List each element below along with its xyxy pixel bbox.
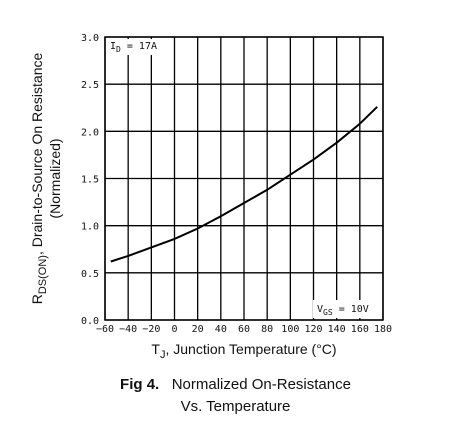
y-axis-label-rest: , Drain-to-Source On Resistance [29, 53, 45, 256]
x-axis-label: TJ, Junction Temperature (°C) [151, 341, 336, 361]
x-tick-label: 40 [215, 324, 227, 335]
y-tick-label: 0.5 [81, 269, 99, 280]
id-sub: D [116, 45, 121, 54]
x-tick-label: −40 [119, 324, 137, 335]
x-axis-label-sub: J [160, 349, 166, 361]
id-main: I [110, 41, 116, 52]
y-axis-label-sub: DS(ON) [37, 255, 49, 294]
plot-frame [104, 36, 384, 321]
figure-caption-line2: Vs. Temperature [180, 398, 291, 415]
x-tick-label: 60 [238, 324, 250, 335]
x-tick-label: −60 [96, 324, 114, 335]
x-tick-label: 20 [192, 324, 204, 335]
y-axis-label-main: R [29, 294, 45, 304]
figure-title: Normalized On-Resistance [171, 376, 351, 393]
grid [104, 36, 384, 321]
vgs-annotation: VGS = 10V [317, 304, 369, 317]
x-tick-label: 80 [261, 324, 273, 335]
series-line [110, 106, 378, 263]
y-tick-label: 2.0 [81, 127, 99, 138]
y-tick-label: 3.0 [81, 33, 99, 44]
id-annotation-bg [107, 39, 169, 55]
id-rest: = 17A [121, 41, 157, 52]
figure-number: Fig 4. [120, 376, 160, 393]
chart: −60 −40 −20 0 20 40 60 80 100 120 140 160 180 0.0 0.5… [29, 33, 392, 361]
vgs-rest: = 10V [333, 304, 369, 315]
x-tick-label: 140 [328, 324, 346, 335]
x-tick-labels: −60 −40 −20 0 20 40 60 80 100 120 140 160 180 [96, 324, 392, 335]
x-tick-label: −20 [142, 324, 160, 335]
x-tick-label: 120 [304, 324, 322, 335]
x-tick-label: 180 [374, 324, 392, 335]
y-axis-label: RDS(ON), Drain-to-Source On Resistance [29, 53, 49, 305]
x-tick-label: 100 [281, 324, 299, 335]
y-tick-label: 1.0 [81, 222, 99, 233]
vgs-sub: GS [323, 308, 333, 317]
id-annotation: ID = 17A [110, 41, 157, 54]
y-axis-label-line2: (Normalized) [47, 138, 63, 218]
x-tick-label: 160 [351, 324, 369, 335]
x-axis-label-rest: , Junction Temperature (°C) [165, 341, 336, 357]
y-tick-labels: 0.0 0.5 1.0 1.5 2.0 2.5 3.0 [81, 33, 99, 327]
y-tick-label: 0.0 [81, 316, 99, 327]
x-tick-label: 0 [171, 324, 177, 335]
y-tick-label: 1.5 [81, 175, 99, 186]
y-tick-label: 2.5 [81, 80, 99, 91]
x-axis-label-main: T [151, 341, 160, 357]
vgs-annotation-bg [313, 300, 381, 318]
vgs-main: V [317, 304, 323, 315]
figure-caption-line1: Fig 4. Normalized On-Resistance [0, 376, 471, 393]
